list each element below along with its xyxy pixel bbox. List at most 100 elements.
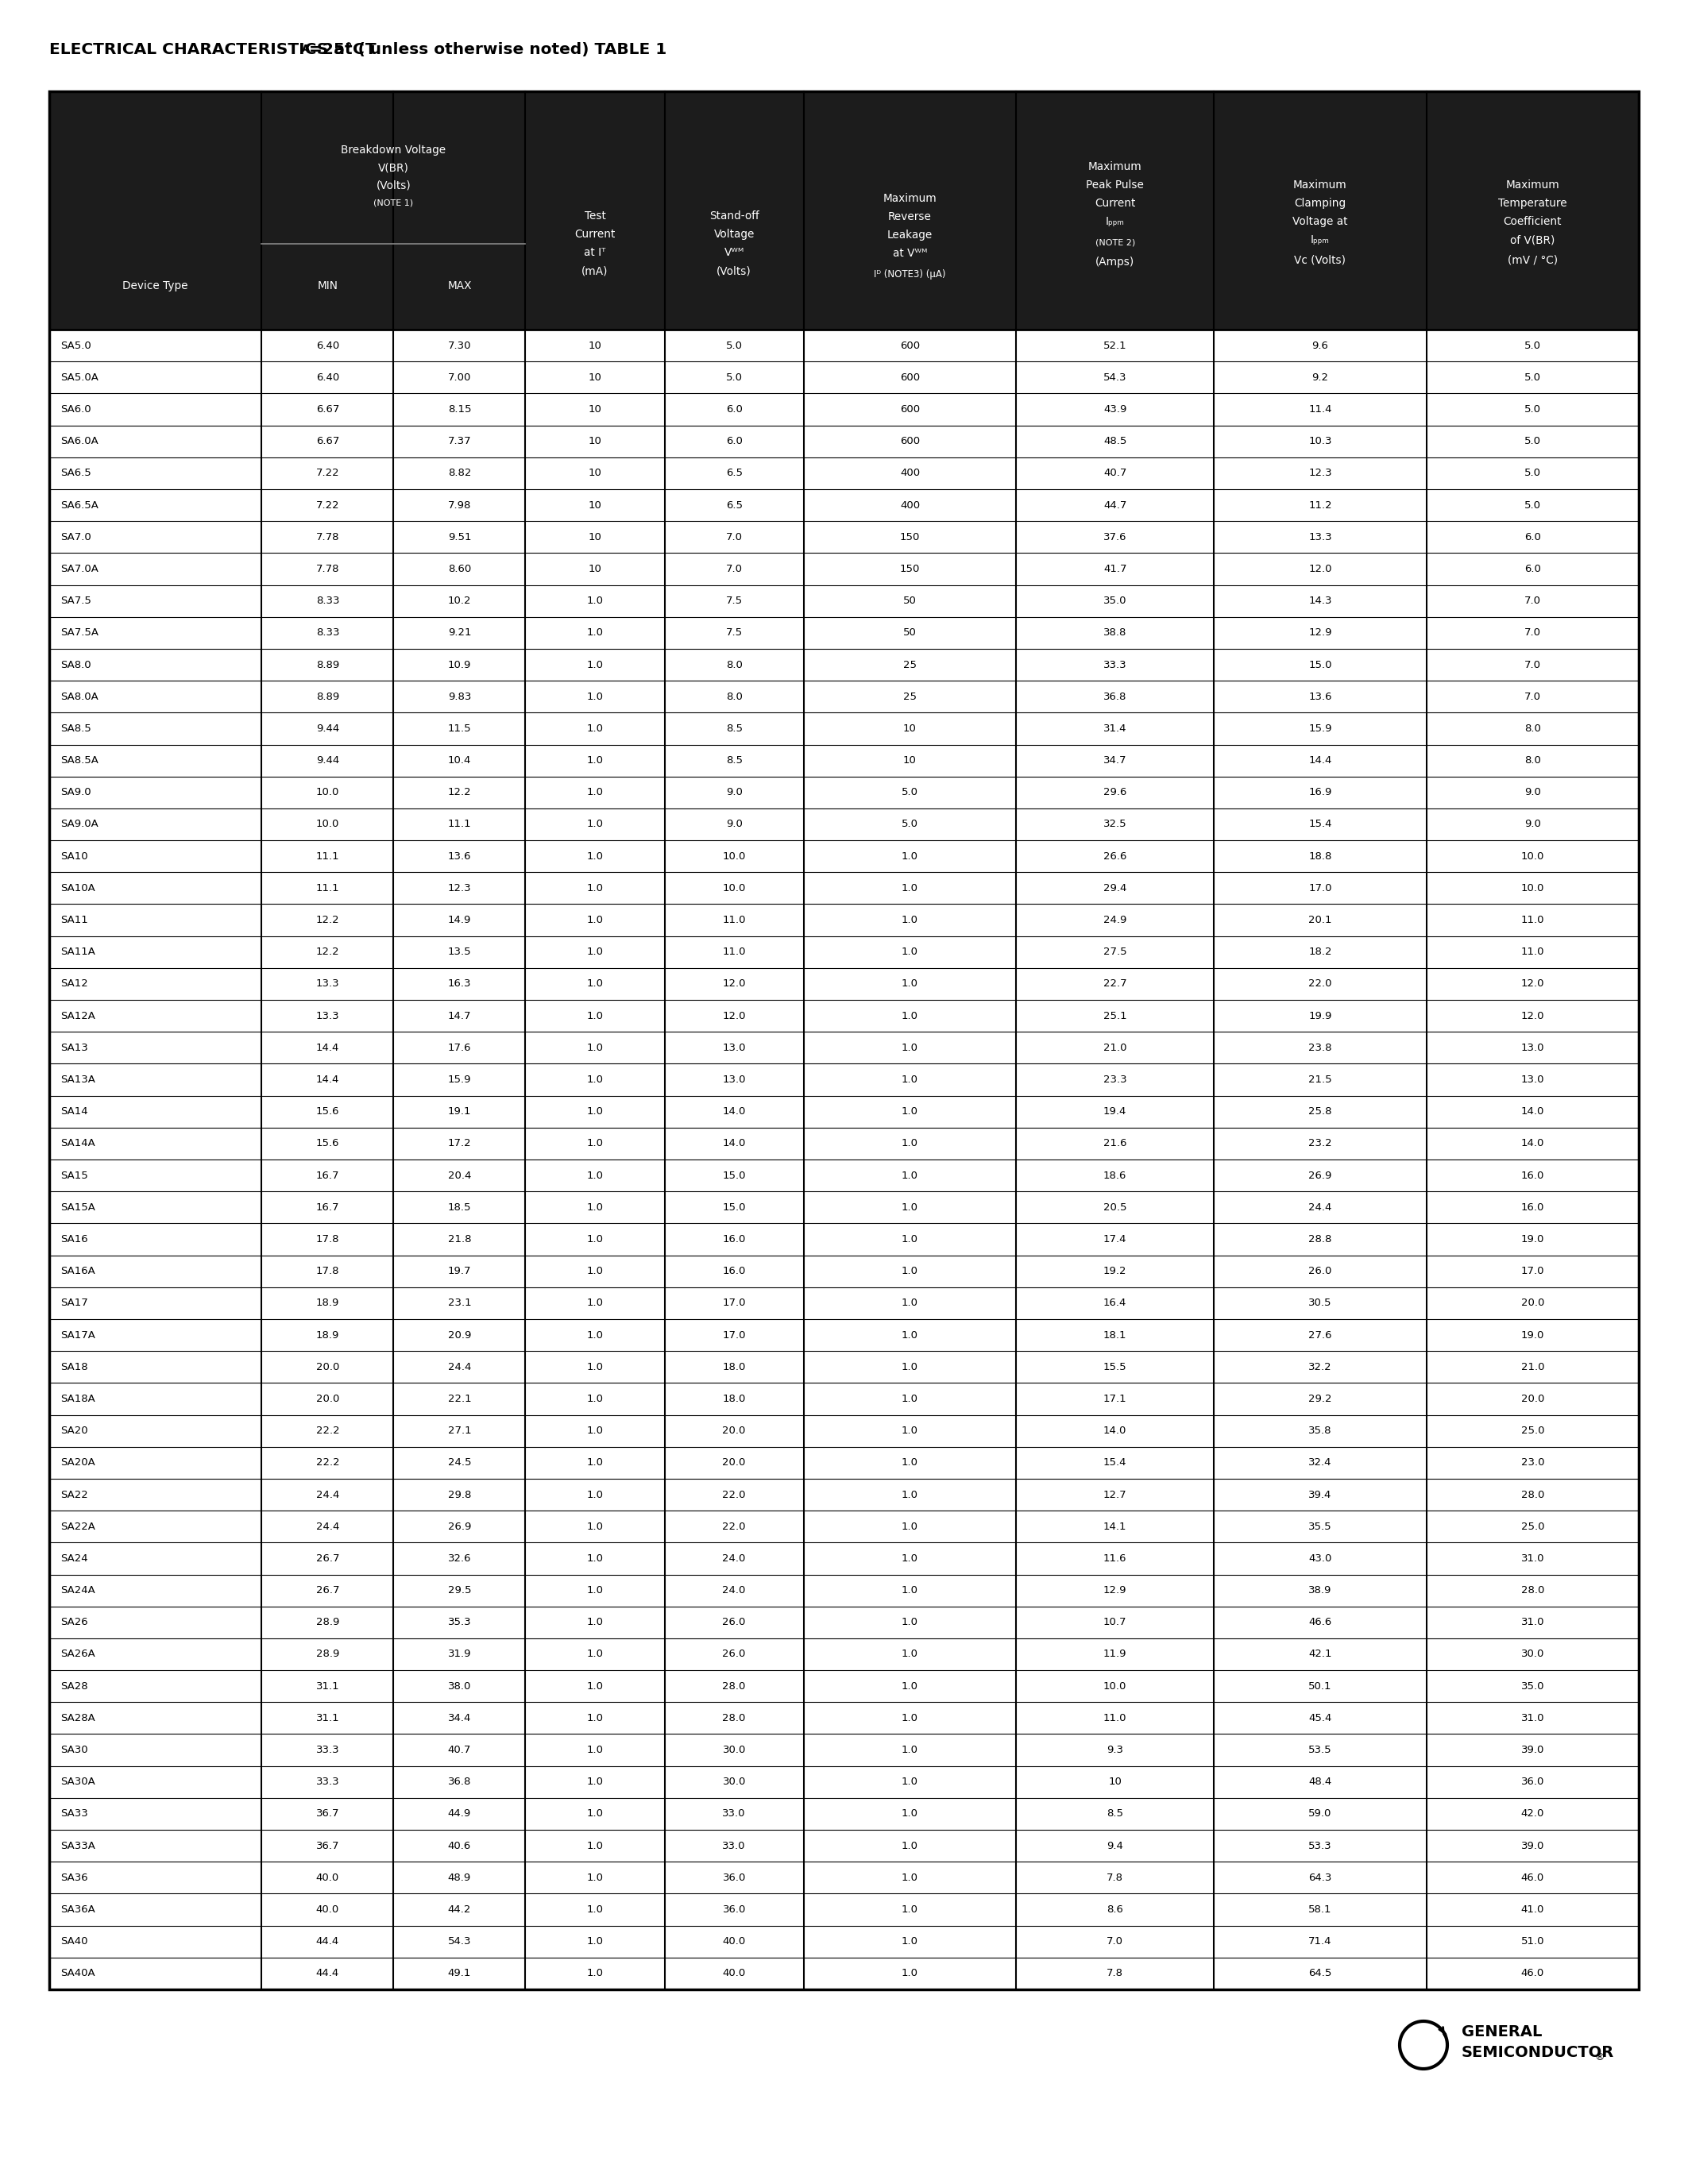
Text: 5.0: 5.0 — [1524, 500, 1541, 511]
Text: 26.9: 26.9 — [447, 1522, 471, 1531]
Text: SA20: SA20 — [61, 1426, 88, 1437]
Bar — [49, 968, 1639, 1000]
Bar — [49, 553, 1639, 585]
Text: 1.0: 1.0 — [587, 1522, 603, 1531]
Text: 1.0: 1.0 — [587, 1808, 603, 1819]
Text: 40.0: 40.0 — [316, 1872, 339, 1883]
Text: 7.78: 7.78 — [316, 563, 339, 574]
Text: 1.0: 1.0 — [587, 1267, 603, 1275]
Text: SA24A: SA24A — [61, 1586, 95, 1597]
Text: ELECTRICAL CHARACTERISTICS at (T: ELECTRICAL CHARACTERISTICS at (T — [49, 41, 376, 57]
Text: 1.0: 1.0 — [901, 1457, 918, 1468]
Text: 23.2: 23.2 — [1308, 1138, 1332, 1149]
Text: 14.4: 14.4 — [1308, 756, 1332, 767]
Text: 18.0: 18.0 — [722, 1393, 746, 1404]
Text: 17.0: 17.0 — [722, 1330, 746, 1341]
Text: SA12A: SA12A — [61, 1011, 95, 1022]
Text: 16.0: 16.0 — [1521, 1201, 1545, 1212]
Text: 26.0: 26.0 — [722, 1616, 746, 1627]
Text: (Volts): (Volts) — [376, 179, 410, 190]
Text: 30.0: 30.0 — [722, 1745, 746, 1756]
Text: 31.0: 31.0 — [1521, 1616, 1545, 1627]
Bar — [49, 522, 1639, 553]
Text: 64.5: 64.5 — [1308, 1968, 1332, 1979]
Text: 54.3: 54.3 — [1104, 371, 1126, 382]
Text: 8.15: 8.15 — [447, 404, 471, 415]
Text: 150: 150 — [900, 533, 920, 542]
Text: 13.3: 13.3 — [316, 1011, 339, 1022]
Text: 10.9: 10.9 — [447, 660, 471, 670]
Text: 7.0: 7.0 — [726, 533, 743, 542]
Text: 37.6: 37.6 — [1104, 533, 1126, 542]
Text: 18.0: 18.0 — [722, 1363, 746, 1372]
Text: SA18A: SA18A — [61, 1393, 95, 1404]
Text: 1.0: 1.0 — [901, 1330, 918, 1341]
Text: 25.8: 25.8 — [1308, 1107, 1332, 1116]
Text: 17.0: 17.0 — [722, 1297, 746, 1308]
Text: 53.5: 53.5 — [1308, 1745, 1332, 1756]
Text: 1.0: 1.0 — [901, 1138, 918, 1149]
Text: 12.3: 12.3 — [447, 882, 471, 893]
Text: 15.0: 15.0 — [1308, 660, 1332, 670]
Text: Coefficient: Coefficient — [1504, 216, 1561, 227]
Text: 21.6: 21.6 — [1104, 1138, 1126, 1149]
Text: 1.0: 1.0 — [901, 1522, 918, 1531]
Text: 1.0: 1.0 — [587, 1330, 603, 1341]
Text: 5.0: 5.0 — [901, 786, 918, 797]
Text: 46.0: 46.0 — [1521, 1968, 1545, 1979]
Text: 7.0: 7.0 — [1524, 692, 1541, 701]
Text: 1.0: 1.0 — [587, 1201, 603, 1212]
Text: 16.3: 16.3 — [447, 978, 471, 989]
Text: SA18: SA18 — [61, 1363, 88, 1372]
Text: 11.9: 11.9 — [1104, 1649, 1126, 1660]
Text: 9.0: 9.0 — [726, 786, 743, 797]
Text: 48.4: 48.4 — [1308, 1778, 1332, 1787]
Text: 29.6: 29.6 — [1104, 786, 1126, 797]
Text: SA22: SA22 — [61, 1489, 88, 1500]
Text: 40.0: 40.0 — [722, 1937, 746, 1946]
Text: 1.0: 1.0 — [901, 1968, 918, 1979]
Text: 20.0: 20.0 — [1521, 1393, 1545, 1404]
Text: SA7.5A: SA7.5A — [61, 627, 98, 638]
Text: 10.0: 10.0 — [316, 819, 339, 830]
Text: (Volts): (Volts) — [717, 264, 751, 277]
Text: 400: 400 — [900, 467, 920, 478]
Text: 26.9: 26.9 — [1308, 1171, 1332, 1182]
Text: 30.5: 30.5 — [1308, 1297, 1332, 1308]
Bar — [49, 1352, 1639, 1382]
Text: 40.6: 40.6 — [447, 1841, 471, 1852]
Text: 11.0: 11.0 — [722, 915, 746, 926]
Text: 25.1: 25.1 — [1104, 1011, 1128, 1022]
Text: 26.0: 26.0 — [722, 1649, 746, 1660]
Text: 20.0: 20.0 — [1521, 1297, 1545, 1308]
Text: 19.7: 19.7 — [447, 1267, 471, 1275]
Text: Clamping: Clamping — [1295, 199, 1345, 210]
Text: 18.9: 18.9 — [316, 1297, 339, 1308]
Text: SA10: SA10 — [61, 852, 88, 860]
Text: 1.0: 1.0 — [901, 1586, 918, 1597]
Text: 7.8: 7.8 — [1107, 1968, 1123, 1979]
Text: 10.0: 10.0 — [722, 852, 746, 860]
Text: SA6.5: SA6.5 — [61, 467, 91, 478]
Text: 34.4: 34.4 — [447, 1712, 471, 1723]
Text: 39.4: 39.4 — [1308, 1489, 1332, 1500]
Bar — [49, 330, 1639, 363]
Bar — [49, 904, 1639, 937]
Text: MAX: MAX — [447, 280, 471, 290]
Text: 13.0: 13.0 — [1521, 1042, 1545, 1053]
Text: 13.0: 13.0 — [722, 1042, 746, 1053]
Text: 25: 25 — [903, 660, 917, 670]
Text: 6.5: 6.5 — [726, 500, 743, 511]
Text: 16.9: 16.9 — [1308, 786, 1332, 797]
Text: SA16A: SA16A — [61, 1267, 95, 1275]
Text: 8.0: 8.0 — [726, 660, 743, 670]
Text: 15.4: 15.4 — [1308, 819, 1332, 830]
Text: 1.0: 1.0 — [587, 1553, 603, 1564]
Text: 1.0: 1.0 — [901, 1682, 918, 1690]
Text: Voltage at: Voltage at — [1293, 216, 1347, 227]
Bar — [49, 841, 1639, 871]
Text: 40.0: 40.0 — [316, 1904, 339, 1915]
Bar — [49, 1511, 1639, 1542]
Text: SA24: SA24 — [61, 1553, 88, 1564]
Text: 32.6: 32.6 — [447, 1553, 471, 1564]
